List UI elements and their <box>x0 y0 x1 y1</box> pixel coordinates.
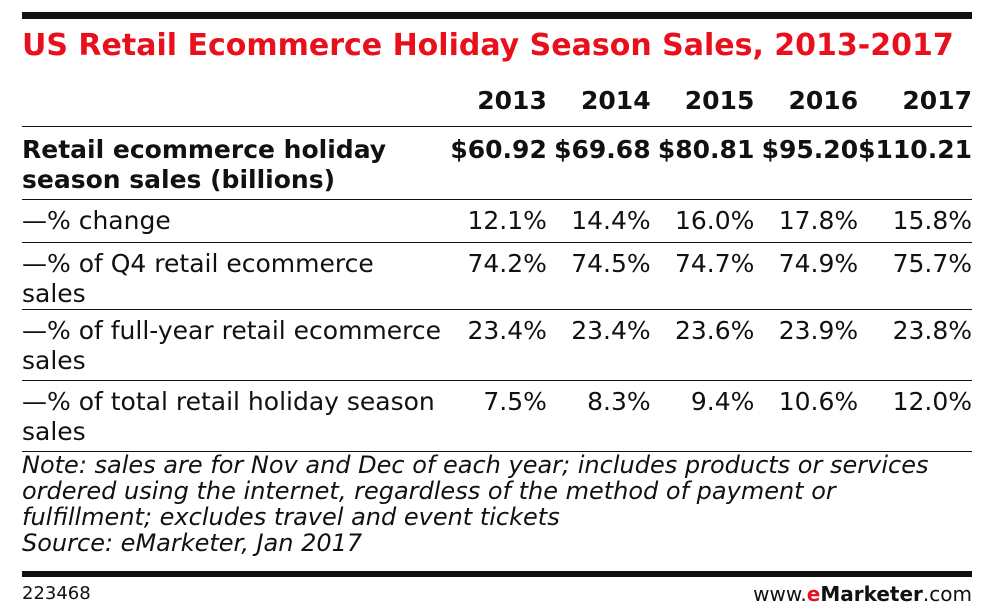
table-cell: 16.0% <box>650 199 755 243</box>
brand-link[interactable]: www.eMarketer.com <box>753 582 972 606</box>
table-row: —% of full-year retail ecommerce sales 2… <box>22 309 972 381</box>
table-cell: 23.8% <box>858 309 972 381</box>
column-header: 2016 <box>754 80 859 127</box>
row-label: —% of full-year retail ecommerce sales <box>22 309 444 381</box>
column-header: 2017 <box>858 80 972 127</box>
table-cell: 75.7% <box>858 242 972 310</box>
row-label: —% of Q4 retail ecommerce sales <box>22 242 444 310</box>
table-cell: $95.20 <box>754 126 859 200</box>
row-label: —% of total retail holiday season sales <box>22 380 444 452</box>
header-row: 2013 2014 2015 2016 2017 <box>22 80 972 127</box>
table-row: —% of Q4 retail ecommerce sales 74.2% 74… <box>22 242 972 310</box>
table-cell: 74.9% <box>754 242 859 310</box>
table-cell: 23.6% <box>650 309 755 381</box>
table-cell: 17.8% <box>754 199 859 243</box>
chart-id: 223468 <box>22 583 91 604</box>
table-cell: 74.5% <box>546 242 651 310</box>
table-cell: $80.81 <box>650 126 755 200</box>
row-label: Retail ecommerce holiday season sales (b… <box>22 126 444 200</box>
row-label: —% change <box>22 199 444 243</box>
table-cell: 7.5% <box>443 380 547 452</box>
table-cell: $110.21 <box>858 126 972 200</box>
data-table: 2013 2014 2015 2016 2017 Retail ecommerc… <box>22 80 972 452</box>
brand-suffix: .com <box>922 582 972 606</box>
table-cell: 15.8% <box>858 199 972 243</box>
table-cell: 23.4% <box>443 309 547 381</box>
table-row: Retail ecommerce holiday season sales (b… <box>22 126 972 200</box>
top-rule <box>22 12 972 19</box>
chart-note: Note: sales are for Nov and Dec of each … <box>22 452 972 556</box>
table-cell: 9.4% <box>650 380 755 452</box>
header-label-cell <box>22 80 444 127</box>
chart-title: US Retail Ecommerce Holiday Season Sales… <box>22 28 954 63</box>
table-cell: 12.0% <box>858 380 972 452</box>
brand-e: e <box>806 582 821 606</box>
table-cell: 8.3% <box>546 380 651 452</box>
brand-name: Marketer <box>820 582 923 606</box>
table-cell: 10.6% <box>754 380 859 452</box>
table-cell: 74.2% <box>443 242 547 310</box>
table-cell: 23.4% <box>546 309 651 381</box>
source-text: Source: eMarketer, Jan 2017 <box>22 529 363 557</box>
table-cell: 74.7% <box>650 242 755 310</box>
table-row: —% change 12.1% 14.4% 16.0% 17.8% 15.8% <box>22 199 972 243</box>
table-cell: $60.92 <box>443 126 547 200</box>
table-cell: 12.1% <box>443 199 547 243</box>
table-row: —% of total retail holiday season sales … <box>22 380 972 452</box>
column-header: 2015 <box>650 80 755 127</box>
column-header: 2014 <box>546 80 651 127</box>
bottom-rule <box>22 571 972 577</box>
table-cell: $69.68 <box>546 126 651 200</box>
table-cell: 23.9% <box>754 309 859 381</box>
table-cell: 14.4% <box>546 199 651 243</box>
column-header: 2013 <box>443 80 547 127</box>
brand-prefix: www. <box>753 582 807 606</box>
note-text: Note: sales are for Nov and Dec of each … <box>22 451 929 531</box>
